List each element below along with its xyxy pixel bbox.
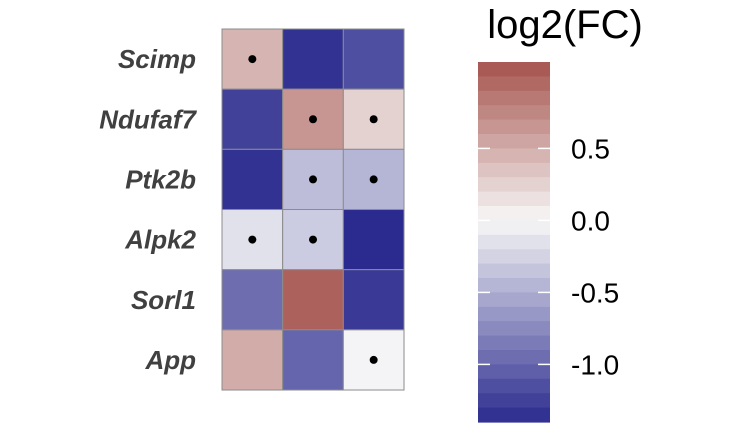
colorbar-segment (478, 105, 550, 121)
colorbar-segment (478, 407, 550, 423)
colorbar-tick-label: 0.0 (571, 205, 610, 236)
row-label-ptk2b: Ptk2b (125, 164, 196, 194)
colorbar-segment (478, 393, 550, 409)
colorbar-segment (478, 119, 550, 135)
color-legend: 0.5 0.0 -0.5 -1.0 log2(FC) (478, 3, 643, 423)
heatmap-cell-app-1 (221, 329, 284, 391)
colorbar-tick-label: 0.5 (571, 133, 610, 164)
row-label-sorl1: Sorl1 (131, 285, 196, 315)
significance-dot-scimp-1 (248, 55, 257, 64)
colorbar (478, 62, 550, 423)
colorbar-segment (478, 90, 550, 106)
heatmap-cell-ndufaf7-1 (221, 88, 284, 150)
heatmap-cells (221, 28, 405, 391)
colorbar-segment (478, 206, 550, 221)
significance-dot-ndufaf7-2 (309, 115, 318, 124)
significance-dots (248, 55, 378, 364)
significance-dot-ptk2b-3 (369, 175, 378, 184)
colorbar-segment (478, 321, 550, 337)
colorbar-segment (478, 263, 550, 279)
colorbar-segment (478, 306, 550, 322)
row-label-alpk2: Alpk2 (124, 225, 196, 255)
colorbar-segment (478, 62, 550, 77)
heatmap-cell-scimp-3 (342, 28, 405, 90)
colorbar-segment (478, 335, 550, 351)
legend-title: log2(FC) (487, 3, 643, 47)
colorbar-segment (478, 162, 550, 178)
row-label-ndufaf7: Ndufaf7 (99, 104, 197, 134)
colorbar-segment (478, 220, 550, 236)
colorbar-segment (478, 350, 550, 365)
heatmap-cell-scimp-2 (282, 28, 344, 90)
significance-dot-app-3 (369, 355, 378, 364)
colorbar-tick-label: -1.0 (571, 349, 619, 380)
colorbar-segment (478, 278, 550, 293)
significance-dot-ndufaf7-3 (369, 115, 378, 124)
colorbar-segment (478, 292, 550, 308)
significance-dot-ptk2b-2 (309, 175, 318, 184)
row-label-app: App (144, 345, 196, 375)
heatmap-cell-app-3 (342, 329, 405, 391)
colorbar-segment (478, 76, 550, 92)
significance-dot-alpk2-2 (309, 235, 318, 244)
colorbar-segment (478, 364, 550, 380)
heatmap-cell-sorl1-1 (221, 269, 284, 331)
heatmap-cell-alpk2-3 (342, 209, 405, 271)
colorbar-segment (478, 177, 550, 193)
colorbar-segment (478, 148, 550, 164)
row-label-scimp: Scimp (118, 44, 196, 74)
colorbar-segment (478, 378, 550, 394)
colorbar-segment (478, 191, 550, 207)
heatmap-cell-sorl1-3 (342, 269, 405, 331)
row-labels: Scimp Ndufaf7 Ptk2b Alpk2 Sorl1 App (99, 44, 197, 375)
significance-dot-alpk2-1 (248, 235, 257, 244)
colorbar-ticks: 0.5 0.0 -0.5 -1.0 (478, 133, 619, 380)
heatmap-cell-app-2 (282, 329, 344, 391)
heatmap-cell-sorl1-2 (282, 269, 344, 331)
colorbar-tick-label: -0.5 (571, 277, 619, 308)
colorbar-segment (478, 249, 550, 265)
colorbar-segment (478, 134, 550, 149)
heatmap-cell-ptk2b-1 (221, 148, 284, 211)
colorbar-segment (478, 234, 550, 250)
